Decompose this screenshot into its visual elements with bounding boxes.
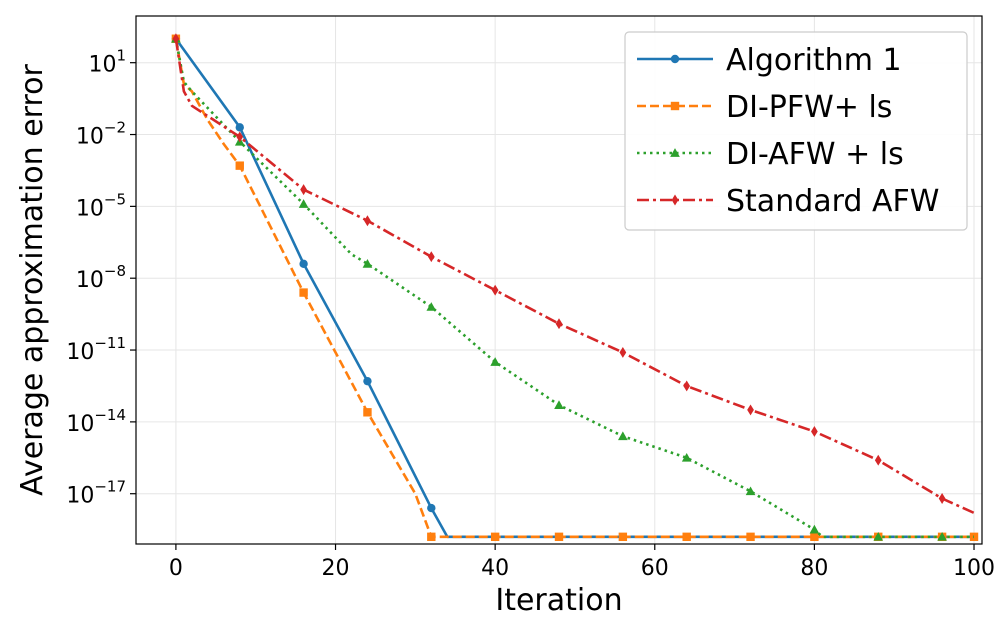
series-line	[174, 38, 974, 539]
data-point	[938, 493, 946, 504]
x-tick-label: 40	[481, 556, 509, 581]
x-tick-label: 100	[953, 556, 995, 581]
data-point	[554, 532, 564, 542]
legend-label: Algorithm 1	[726, 43, 902, 78]
data-point	[427, 251, 435, 263]
legend-marker	[670, 54, 680, 64]
data-point	[874, 454, 882, 466]
data-point	[236, 131, 244, 143]
y-tick-label: 10−14	[66, 406, 126, 437]
data-point	[873, 531, 884, 541]
data-point	[745, 486, 756, 496]
data-point	[683, 380, 691, 392]
data-point	[618, 431, 628, 441]
data-point	[554, 400, 564, 409]
data-point	[682, 532, 691, 542]
data-point	[298, 199, 309, 208]
data-point	[363, 408, 372, 417]
data-point	[969, 532, 979, 542]
data-point	[491, 284, 499, 296]
data-point	[937, 531, 947, 541]
y-tick-label: 10−8	[76, 262, 126, 293]
data-point	[426, 302, 437, 311]
legend-marker	[670, 101, 680, 111]
legend-marker	[671, 194, 679, 206]
data-point	[363, 376, 372, 386]
data-point	[427, 503, 436, 513]
data-point	[364, 215, 371, 227]
y-tick-label: 10−11	[66, 334, 126, 365]
series-group	[171, 33, 979, 542]
data-point	[746, 532, 755, 542]
y-tick-label: 10−5	[76, 190, 126, 221]
data-point	[747, 404, 754, 416]
legend-marker	[670, 148, 680, 157]
data-point	[619, 346, 627, 358]
plot-frame	[135, 15, 983, 545]
data-point	[172, 33, 180, 45]
data-point	[555, 318, 563, 330]
data-point	[300, 184, 307, 196]
data-point	[681, 452, 692, 462]
data-point	[618, 532, 628, 542]
data-point	[490, 357, 500, 366]
data-point	[811, 425, 818, 437]
x-tick-label: 0	[169, 556, 183, 581]
data-point	[299, 259, 308, 269]
legend: Algorithm 1 DI-PFW+ ls DI-AFW + ls Standard…	[624, 31, 968, 231]
legend-label: DI-PFW+ ls	[726, 90, 892, 125]
data-point	[490, 532, 500, 542]
x-tick-label: 20	[322, 556, 350, 581]
legend-label: Standard AFW	[726, 184, 939, 219]
data-point	[427, 532, 436, 542]
data-point	[299, 288, 308, 297]
x-axis-label: Iteration	[495, 583, 622, 618]
data-point	[235, 123, 244, 132]
y-tick-label: 101	[88, 47, 126, 78]
legend-box	[624, 31, 968, 231]
axis-ticks: 0 20 40 60 80 100 101 10−2 10−5 10−8 10−11 10−14 10−…	[66, 47, 995, 581]
y-tick-label: 10−2	[76, 119, 126, 150]
data-point	[809, 524, 820, 534]
series-line	[174, 38, 975, 515]
y-axis-label: Average approximation error	[15, 64, 50, 496]
data-point	[810, 532, 819, 542]
data-point	[235, 161, 244, 170]
legend-label: DI-AFW + ls	[726, 137, 904, 172]
y-tick-label: 10−17	[66, 478, 126, 509]
data-point	[362, 259, 373, 268]
x-tick-label: 80	[800, 556, 828, 581]
x-tick-label: 60	[641, 556, 669, 581]
